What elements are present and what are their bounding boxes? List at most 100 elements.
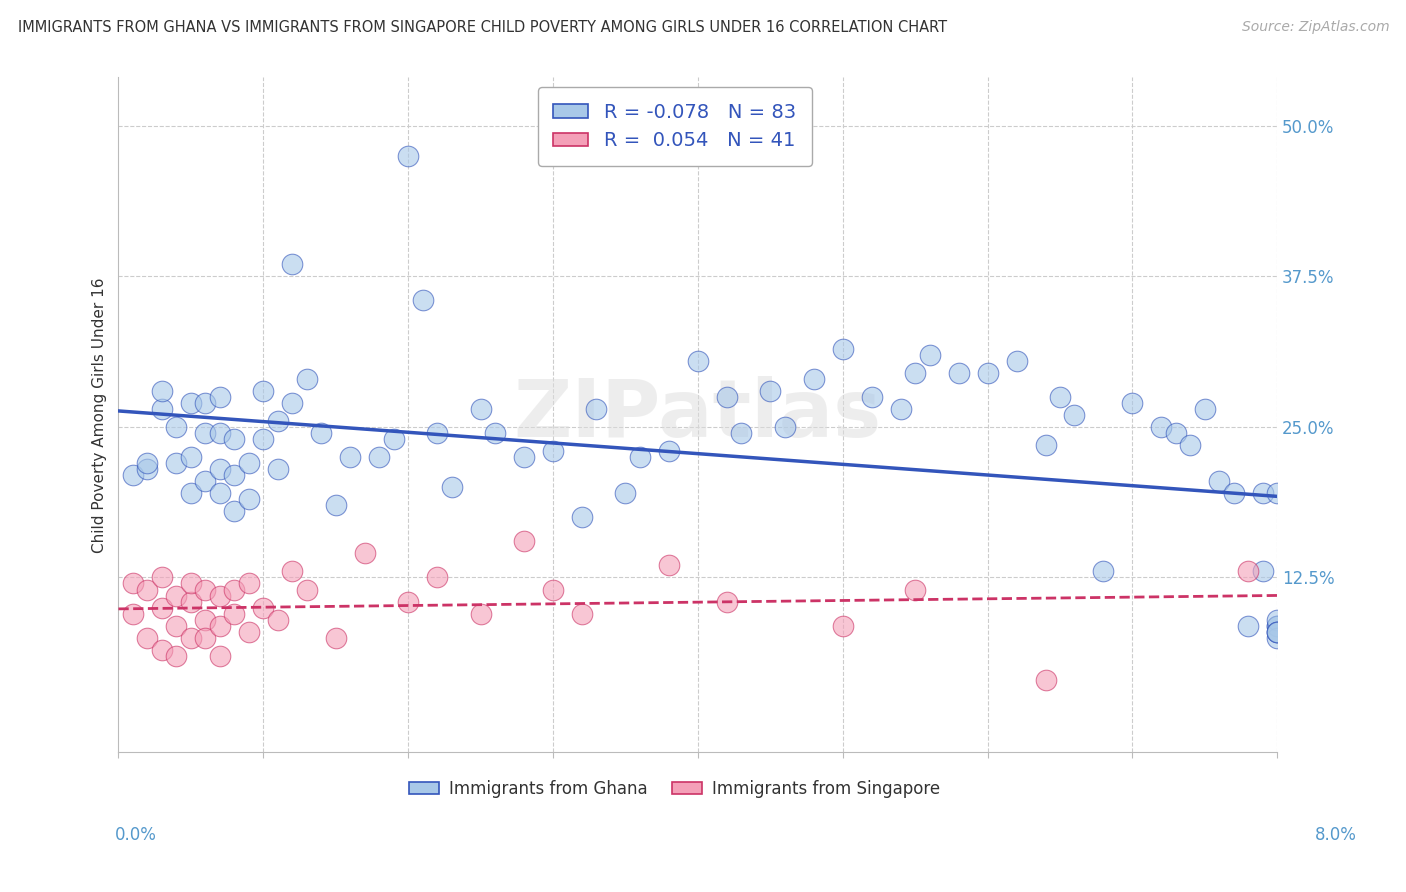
Point — [658, 444, 681, 458]
Point — [267, 462, 290, 476]
Point — [904, 582, 927, 597]
Point — [1265, 618, 1288, 632]
Point — [759, 384, 782, 398]
Point — [1121, 396, 1143, 410]
Point — [208, 589, 231, 603]
Point — [252, 384, 274, 398]
Point — [1223, 486, 1246, 500]
Point — [773, 420, 796, 434]
Point — [325, 498, 347, 512]
Text: 0.0%: 0.0% — [115, 826, 157, 844]
Point — [165, 618, 187, 632]
Point — [281, 257, 304, 271]
Point — [194, 474, 217, 488]
Point — [295, 582, 318, 597]
Point — [484, 425, 506, 440]
Point — [1180, 438, 1202, 452]
Point — [1265, 624, 1288, 639]
Point — [1265, 624, 1288, 639]
Point — [309, 425, 332, 440]
Point — [1237, 618, 1260, 632]
Point — [716, 390, 738, 404]
Point — [281, 396, 304, 410]
Point — [1194, 401, 1216, 416]
Y-axis label: Child Poverty Among Girls Under 16: Child Poverty Among Girls Under 16 — [93, 277, 107, 552]
Point — [136, 631, 159, 645]
Point — [426, 570, 449, 584]
Point — [252, 432, 274, 446]
Point — [208, 486, 231, 500]
Point — [412, 293, 434, 308]
Point — [541, 582, 564, 597]
Point — [470, 607, 492, 621]
Point — [368, 450, 391, 464]
Point — [831, 342, 853, 356]
Point — [208, 425, 231, 440]
Point — [208, 390, 231, 404]
Point — [224, 468, 246, 483]
Point — [180, 450, 202, 464]
Point — [541, 444, 564, 458]
Point — [295, 371, 318, 385]
Point — [180, 631, 202, 645]
Point — [353, 546, 375, 560]
Point — [904, 366, 927, 380]
Point — [1150, 420, 1173, 434]
Point — [585, 401, 607, 416]
Point — [238, 456, 260, 470]
Point — [1265, 613, 1288, 627]
Point — [976, 366, 998, 380]
Point — [860, 390, 883, 404]
Point — [150, 642, 173, 657]
Point — [180, 486, 202, 500]
Point — [803, 371, 825, 385]
Point — [1237, 565, 1260, 579]
Legend: Immigrants from Ghana, Immigrants from Singapore: Immigrants from Ghana, Immigrants from S… — [402, 773, 948, 805]
Point — [1005, 353, 1028, 368]
Point — [571, 510, 593, 524]
Point — [194, 396, 217, 410]
Text: IMMIGRANTS FROM GHANA VS IMMIGRANTS FROM SINGAPORE CHILD POVERTY AMONG GIRLS UND: IMMIGRANTS FROM GHANA VS IMMIGRANTS FROM… — [18, 20, 948, 35]
Point — [716, 594, 738, 608]
Point — [1049, 390, 1071, 404]
Point — [122, 468, 145, 483]
Point — [208, 462, 231, 476]
Point — [890, 401, 912, 416]
Point — [1251, 565, 1274, 579]
Point — [918, 347, 941, 361]
Point — [1092, 565, 1115, 579]
Point — [165, 420, 187, 434]
Text: 8.0%: 8.0% — [1315, 826, 1357, 844]
Point — [180, 576, 202, 591]
Point — [1265, 624, 1288, 639]
Point — [513, 534, 536, 549]
Point — [208, 618, 231, 632]
Point — [1265, 631, 1288, 645]
Point — [513, 450, 536, 464]
Point — [194, 582, 217, 597]
Point — [325, 631, 347, 645]
Text: ZIPatlas: ZIPatlas — [513, 376, 882, 454]
Point — [686, 353, 709, 368]
Point — [1063, 408, 1085, 422]
Point — [426, 425, 449, 440]
Point — [165, 456, 187, 470]
Point — [224, 607, 246, 621]
Point — [180, 594, 202, 608]
Point — [470, 401, 492, 416]
Point — [1265, 486, 1288, 500]
Point — [208, 648, 231, 663]
Point — [150, 600, 173, 615]
Point — [224, 432, 246, 446]
Point — [339, 450, 361, 464]
Point — [440, 480, 463, 494]
Point — [382, 432, 405, 446]
Point — [267, 414, 290, 428]
Point — [150, 401, 173, 416]
Point — [1208, 474, 1230, 488]
Point — [948, 366, 970, 380]
Point — [165, 589, 187, 603]
Point — [571, 607, 593, 621]
Point — [1164, 425, 1187, 440]
Point — [238, 624, 260, 639]
